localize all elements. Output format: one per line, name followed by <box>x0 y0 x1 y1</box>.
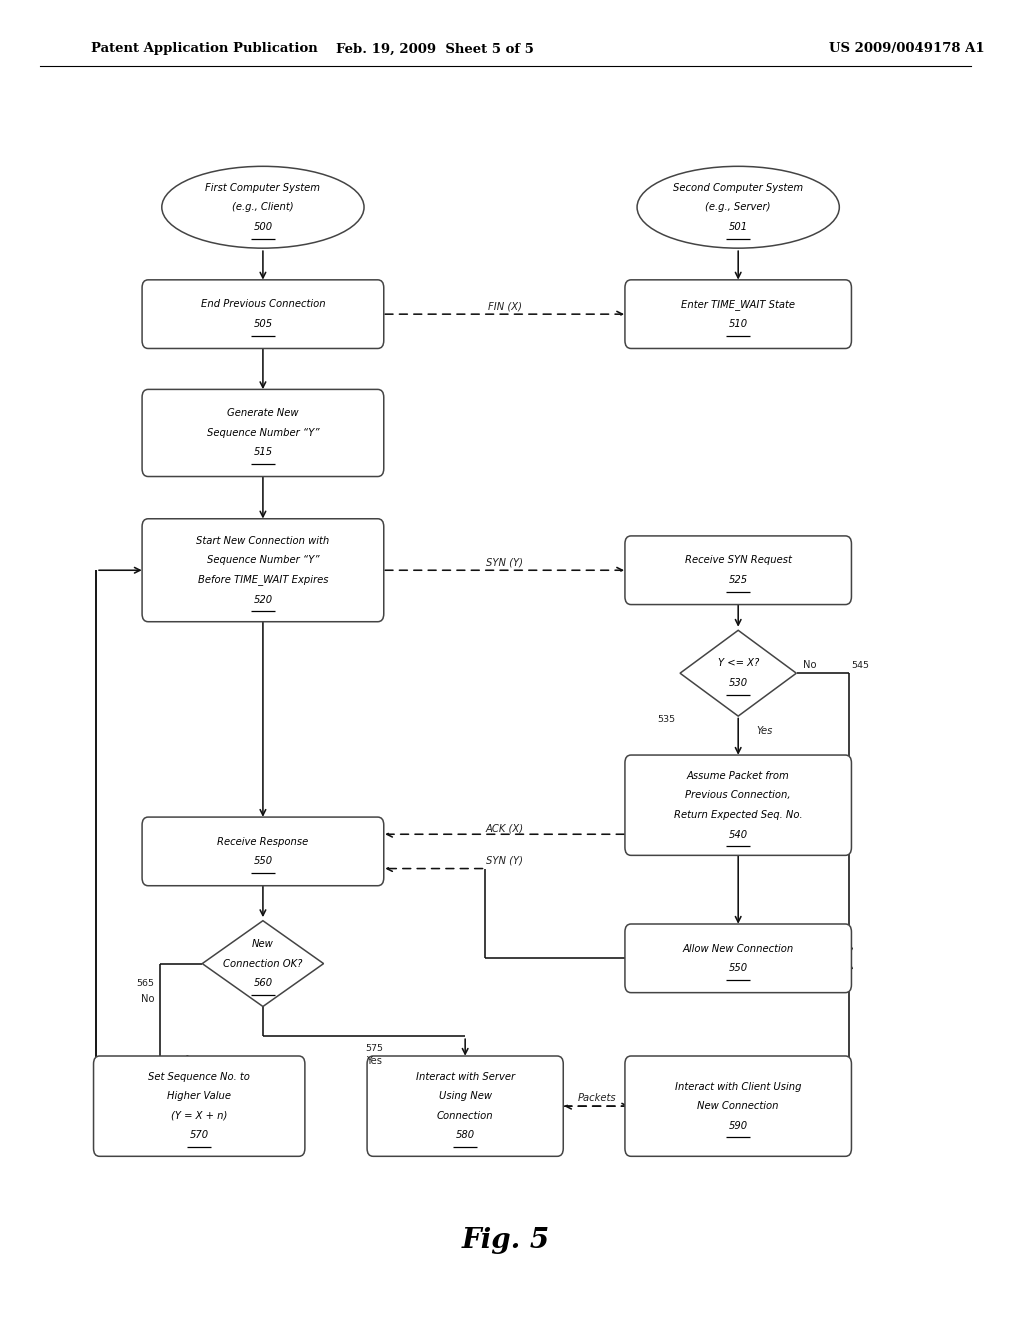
Text: Using New: Using New <box>438 1092 492 1101</box>
Text: SYN (Y): SYN (Y) <box>486 557 523 568</box>
Text: FIN (X): FIN (X) <box>487 301 521 312</box>
Text: 575: 575 <box>366 1044 383 1052</box>
Text: Receive SYN Request: Receive SYN Request <box>685 556 792 565</box>
FancyBboxPatch shape <box>625 924 851 993</box>
FancyBboxPatch shape <box>142 389 384 477</box>
Text: Set Sequence No. to: Set Sequence No. to <box>148 1072 250 1082</box>
Text: Enter TIME_WAIT State: Enter TIME_WAIT State <box>681 298 796 310</box>
Text: 570: 570 <box>189 1130 209 1140</box>
Text: (e.g., Server): (e.g., Server) <box>706 202 771 213</box>
Polygon shape <box>203 921 324 1006</box>
FancyBboxPatch shape <box>142 817 384 886</box>
Text: 505: 505 <box>253 319 272 329</box>
Text: Connection: Connection <box>437 1111 494 1121</box>
Text: SYN (Y): SYN (Y) <box>486 855 523 866</box>
Text: 500: 500 <box>253 222 272 232</box>
Text: 525: 525 <box>729 576 748 585</box>
Text: New Connection: New Connection <box>697 1101 779 1111</box>
Text: 515: 515 <box>253 447 272 458</box>
Text: (e.g., Client): (e.g., Client) <box>232 202 294 213</box>
Text: 550: 550 <box>253 857 272 866</box>
Text: Higher Value: Higher Value <box>167 1092 231 1101</box>
FancyBboxPatch shape <box>625 755 851 855</box>
Text: 580: 580 <box>456 1130 475 1140</box>
Text: 540: 540 <box>729 829 748 840</box>
Text: Second Computer System: Second Computer System <box>673 182 803 193</box>
FancyBboxPatch shape <box>625 536 851 605</box>
Text: 590: 590 <box>729 1121 748 1131</box>
Text: Previous Connection,: Previous Connection, <box>685 791 791 800</box>
Text: Start New Connection with: Start New Connection with <box>197 536 330 546</box>
Ellipse shape <box>162 166 365 248</box>
Text: Interact with Client Using: Interact with Client Using <box>675 1081 802 1092</box>
Text: Receive Response: Receive Response <box>217 837 308 846</box>
Text: 550: 550 <box>729 964 748 973</box>
Text: Yes: Yes <box>367 1056 382 1067</box>
Text: 510: 510 <box>729 319 748 329</box>
Text: Feb. 19, 2009  Sheet 5 of 5: Feb. 19, 2009 Sheet 5 of 5 <box>336 42 534 55</box>
Text: 501: 501 <box>729 222 748 232</box>
Text: (Y = X + n): (Y = X + n) <box>171 1111 227 1121</box>
Text: No: No <box>141 994 155 1005</box>
Text: Sequence Number “Y”: Sequence Number “Y” <box>207 556 319 565</box>
Text: Y <= X?: Y <= X? <box>718 659 759 668</box>
Text: 520: 520 <box>253 594 272 605</box>
Text: First Computer System: First Computer System <box>206 182 321 193</box>
Text: 535: 535 <box>657 715 676 723</box>
FancyBboxPatch shape <box>93 1056 305 1156</box>
Polygon shape <box>680 631 797 715</box>
Text: Before TIME_WAIT Expires: Before TIME_WAIT Expires <box>198 574 328 586</box>
Ellipse shape <box>637 166 840 248</box>
Text: 565: 565 <box>137 979 155 987</box>
Text: No: No <box>803 660 816 671</box>
FancyBboxPatch shape <box>142 280 384 348</box>
Text: Patent Application Publication: Patent Application Publication <box>91 42 317 55</box>
Text: 530: 530 <box>729 678 748 688</box>
Text: Generate New: Generate New <box>227 408 299 418</box>
FancyBboxPatch shape <box>625 1056 851 1156</box>
Text: Allow New Connection: Allow New Connection <box>683 944 794 953</box>
Text: Interact with Server: Interact with Server <box>416 1072 515 1082</box>
Text: Assume Packet from: Assume Packet from <box>687 771 790 781</box>
Text: Sequence Number “Y”: Sequence Number “Y” <box>207 428 319 438</box>
Text: Return Expected Seq. No.: Return Expected Seq. No. <box>674 810 803 820</box>
Text: ACK (X): ACK (X) <box>485 824 523 834</box>
Text: Connection OK?: Connection OK? <box>223 958 303 969</box>
Text: Packets: Packets <box>578 1093 615 1104</box>
Text: 560: 560 <box>253 978 272 989</box>
FancyBboxPatch shape <box>142 519 384 622</box>
Text: Yes: Yes <box>757 726 773 737</box>
Text: Fig. 5: Fig. 5 <box>462 1228 550 1254</box>
Text: End Previous Connection: End Previous Connection <box>201 300 326 309</box>
FancyBboxPatch shape <box>367 1056 563 1156</box>
Text: New: New <box>252 939 273 949</box>
FancyBboxPatch shape <box>625 280 851 348</box>
Text: 545: 545 <box>851 661 869 669</box>
Text: US 2009/0049178 A1: US 2009/0049178 A1 <box>829 42 985 55</box>
